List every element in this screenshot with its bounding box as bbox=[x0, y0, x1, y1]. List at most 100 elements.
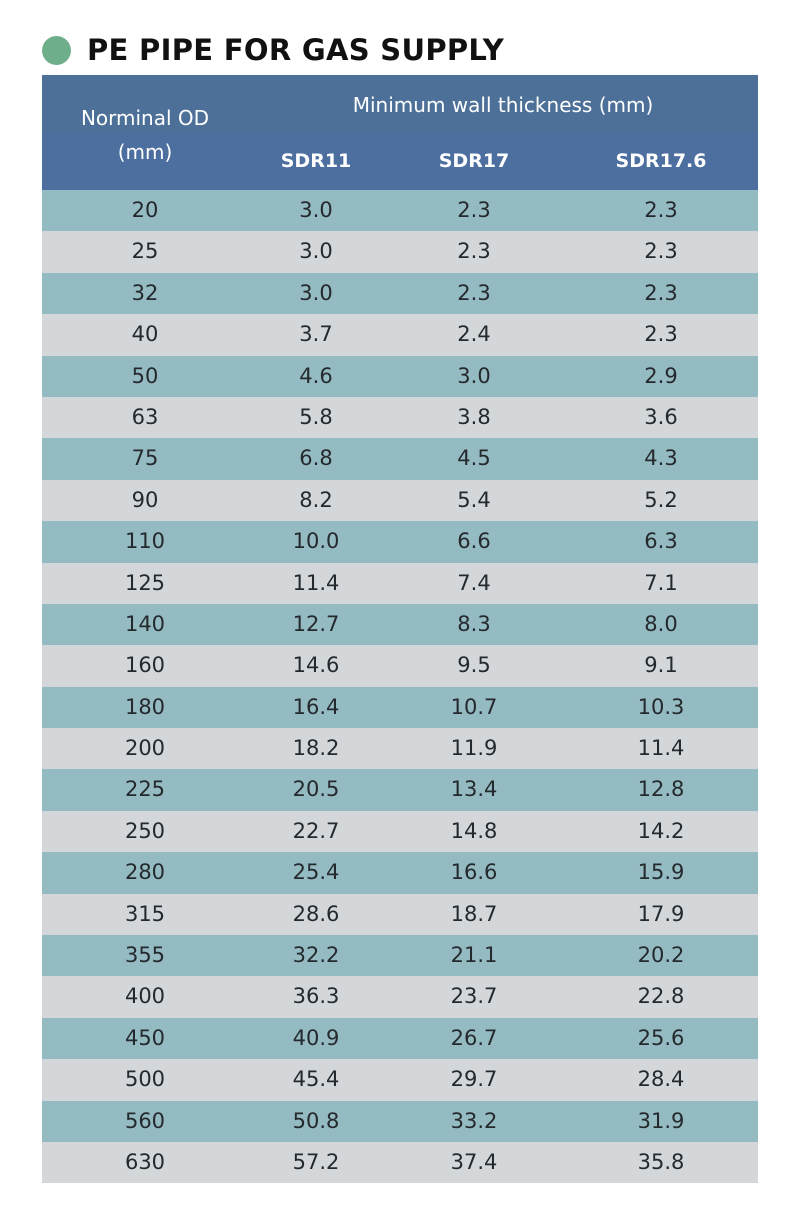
cell-sdr11: 45.4 bbox=[292, 1067, 340, 1092]
table-row: 560 50.8 33.2 31.9 bbox=[42, 1100, 758, 1142]
cell-nominal-od: 560 bbox=[124, 1108, 166, 1133]
title-row: PE PIPE FOR GAS SUPPLY bbox=[42, 30, 504, 70]
cell-sdr17: 2.3 bbox=[457, 280, 491, 305]
table-row: 50 4.6 3.0 2.9 bbox=[42, 355, 758, 397]
cell-sdr17-6: 2.3 bbox=[644, 280, 678, 305]
cell-sdr11: 20.5 bbox=[292, 777, 340, 802]
cell-sdr17-6: 14.2 bbox=[637, 818, 685, 843]
header-sdr11: SDR11 bbox=[280, 150, 352, 172]
cell-sdr17: 7.4 bbox=[457, 570, 491, 595]
cell-sdr17-6: 4.3 bbox=[644, 446, 678, 471]
table-row: 63 5.8 3.8 3.6 bbox=[42, 396, 758, 439]
cell-sdr17: 18.7 bbox=[450, 901, 498, 926]
cell-nominal-od: 32 bbox=[131, 280, 159, 305]
cell-sdr11: 16.4 bbox=[292, 694, 340, 719]
cell-sdr11: 11.4 bbox=[292, 570, 340, 595]
table-row: 125 11.4 7.4 7.1 bbox=[42, 562, 758, 604]
cell-sdr11: 3.7 bbox=[299, 322, 333, 347]
cell-nominal-od: 355 bbox=[124, 943, 166, 968]
cell-nominal-od: 125 bbox=[124, 570, 166, 595]
cell-nominal-od: 200 bbox=[124, 736, 166, 761]
cell-sdr17-6: 25.6 bbox=[637, 1025, 685, 1050]
cell-nominal-od: 40 bbox=[131, 322, 159, 347]
cell-nominal-od: 50 bbox=[131, 363, 159, 388]
cell-sdr17: 29.7 bbox=[450, 1067, 498, 1092]
cell-sdr17: 10.7 bbox=[450, 694, 498, 719]
cell-sdr11: 22.7 bbox=[292, 818, 340, 843]
table-row: 630 57.2 37.4 35.8 bbox=[42, 1141, 758, 1184]
cell-sdr17-6: 8.0 bbox=[644, 611, 678, 636]
table-row: 20 3.0 2.3 2.3 bbox=[42, 190, 758, 232]
header-band-top bbox=[42, 75, 758, 133]
cell-nominal-od: 75 bbox=[131, 446, 159, 471]
cell-sdr17: 2.4 bbox=[457, 322, 491, 347]
cell-sdr17-6: 3.6 bbox=[644, 404, 678, 429]
cell-sdr11: 10.0 bbox=[292, 529, 340, 554]
cell-nominal-od: 25 bbox=[131, 239, 159, 264]
table-row: 140 12.7 8.3 8.0 bbox=[42, 603, 758, 646]
table-row: 500 45.4 29.7 28.4 bbox=[42, 1059, 758, 1101]
cell-nominal-od: 140 bbox=[124, 611, 166, 636]
cell-sdr17-6: 35.8 bbox=[637, 1149, 685, 1174]
cell-nominal-od: 250 bbox=[124, 818, 166, 843]
cell-sdr17: 9.5 bbox=[457, 653, 491, 678]
header-sdr17-6: SDR17.6 bbox=[615, 150, 707, 172]
header-sdr17: SDR17 bbox=[438, 150, 510, 172]
cell-sdr17: 21.1 bbox=[450, 943, 498, 968]
cell-sdr17-6: 5.2 bbox=[644, 487, 678, 512]
table-row: 40 3.7 2.4 2.3 bbox=[42, 314, 758, 356]
page-title: PE PIPE FOR GAS SUPPLY bbox=[87, 33, 504, 67]
cell-sdr11: 3.0 bbox=[299, 239, 333, 264]
cell-nominal-od: 500 bbox=[124, 1067, 166, 1092]
cell-sdr11: 4.6 bbox=[299, 363, 333, 388]
table-header: Norminal OD (mm) Minimum wall thickness … bbox=[42, 75, 758, 190]
cell-nominal-od: 160 bbox=[124, 653, 166, 678]
cell-sdr17-6: 11.4 bbox=[637, 736, 685, 761]
cell-nominal-od: 400 bbox=[124, 984, 166, 1009]
cell-sdr17-6: 22.8 bbox=[637, 984, 685, 1009]
cell-nominal-od: 110 bbox=[124, 529, 166, 554]
cell-sdr17: 26.7 bbox=[450, 1025, 498, 1050]
cell-sdr11: 57.2 bbox=[292, 1149, 340, 1174]
table-row: 180 16.4 10.7 10.3 bbox=[42, 686, 758, 729]
cell-sdr17-6: 9.1 bbox=[644, 653, 678, 678]
table-row: 280 25.4 16.6 15.9 bbox=[42, 852, 758, 894]
cell-sdr17-6: 20.2 bbox=[637, 943, 685, 968]
cell-sdr11: 50.8 bbox=[292, 1108, 340, 1133]
cell-sdr11: 3.0 bbox=[299, 280, 333, 305]
cell-sdr17: 2.3 bbox=[457, 239, 491, 264]
table-row: 355 32.2 21.1 20.2 bbox=[42, 935, 758, 977]
table-row: 315 28.6 18.7 17.9 bbox=[42, 893, 758, 936]
table-row: 450 40.9 26.7 25.6 bbox=[42, 1017, 758, 1060]
cell-sdr17: 11.9 bbox=[450, 736, 498, 761]
cell-sdr17: 13.4 bbox=[450, 777, 498, 802]
cell-sdr17-6: 12.8 bbox=[637, 777, 685, 802]
cell-sdr17: 2.3 bbox=[457, 198, 491, 222]
table-row: 400 36.3 23.7 22.8 bbox=[42, 976, 758, 1018]
header-nominal-od: Norminal OD (mm) bbox=[42, 101, 248, 169]
table-row: 225 20.5 13.4 12.8 bbox=[42, 769, 758, 811]
cell-sdr17-6: 7.1 bbox=[644, 570, 678, 595]
table-body: 20 3.0 2.3 2.3 25 3.0 2.3 2.3 32 3.0 2.3 2.3 40 3.7 2.… bbox=[42, 190, 758, 1184]
cell-nominal-od: 225 bbox=[124, 777, 166, 802]
cell-sdr17-6: 6.3 bbox=[644, 529, 678, 554]
cell-sdr17-6: 15.9 bbox=[637, 860, 685, 885]
cell-nominal-od: 90 bbox=[131, 487, 159, 512]
cell-sdr17-6: 17.9 bbox=[637, 901, 685, 926]
cell-sdr17: 6.6 bbox=[457, 529, 491, 554]
cell-sdr17: 3.0 bbox=[457, 363, 491, 388]
table-row: 160 14.6 9.5 9.1 bbox=[42, 645, 758, 687]
table-row: 90 8.2 5.4 5.2 bbox=[42, 479, 758, 522]
table-row: 75 6.8 4.5 4.3 bbox=[42, 438, 758, 480]
table-row: 250 22.7 14.8 14.2 bbox=[42, 810, 758, 853]
cell-sdr17-6: 2.3 bbox=[644, 322, 678, 347]
header-min-wall-thickness: Minimum wall thickness (mm) bbox=[352, 93, 654, 117]
cell-nominal-od: 20 bbox=[131, 198, 159, 222]
cell-nominal-od: 180 bbox=[124, 694, 166, 719]
cell-sdr17-6: 2.9 bbox=[644, 363, 678, 388]
cell-sdr11: 36.3 bbox=[292, 984, 340, 1009]
cell-sdr17-6: 31.9 bbox=[637, 1108, 685, 1133]
cell-sdr17: 8.3 bbox=[457, 611, 491, 636]
cell-sdr11: 12.7 bbox=[292, 611, 340, 636]
cell-sdr17-6: 2.3 bbox=[644, 198, 678, 222]
